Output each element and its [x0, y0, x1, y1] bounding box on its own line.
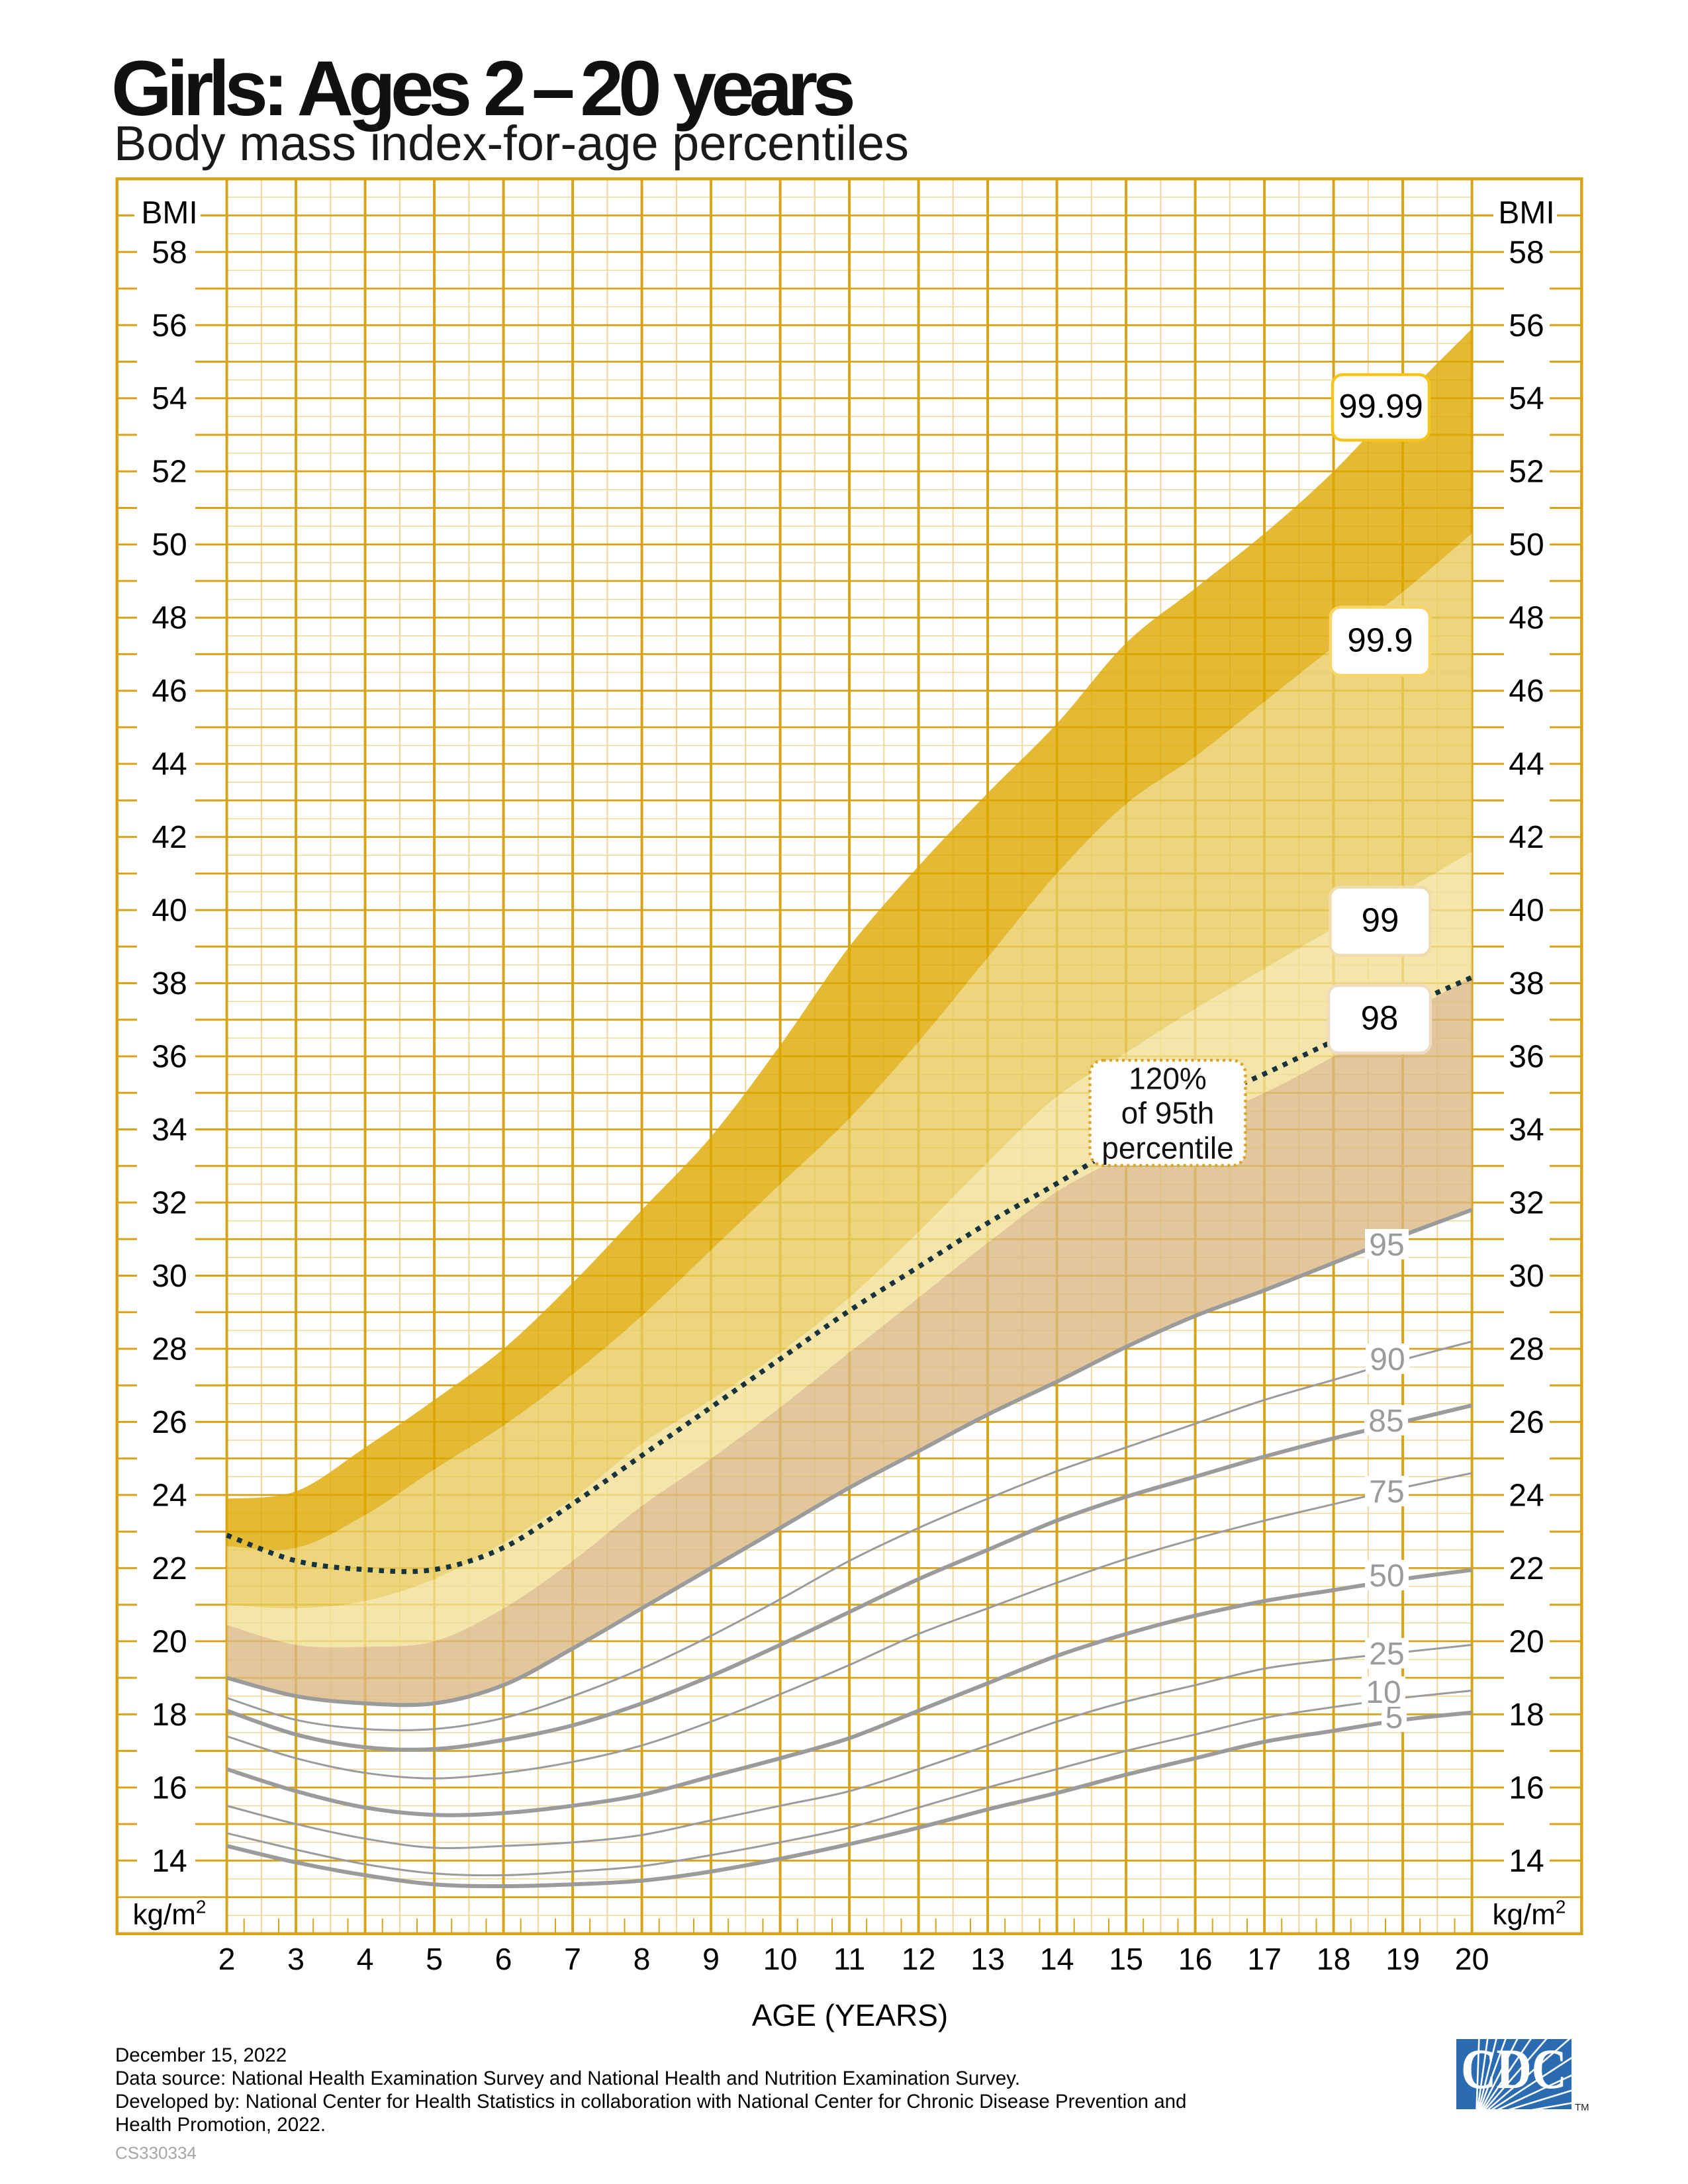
svg-text:12: 12 [902, 1942, 936, 1976]
svg-text:36: 36 [1509, 1040, 1544, 1075]
svg-text:19: 19 [1385, 1942, 1420, 1976]
svg-text:36: 36 [152, 1040, 187, 1075]
svg-text:13: 13 [970, 1942, 1005, 1976]
svg-text:16: 16 [152, 1770, 187, 1805]
svg-text:54: 54 [152, 381, 187, 416]
svg-text:28: 28 [1509, 1332, 1544, 1367]
svg-text:44: 44 [1509, 747, 1544, 782]
svg-text:18: 18 [1509, 1698, 1544, 1733]
svg-text:Data source: National Health E: Data source: National Health Examination… [115, 2068, 1020, 2089]
svg-text:34: 34 [1509, 1113, 1544, 1148]
svg-text:32: 32 [1509, 1186, 1544, 1221]
svg-text:99.99: 99.99 [1338, 387, 1423, 425]
svg-text:16: 16 [1178, 1942, 1213, 1976]
svg-text:11: 11 [833, 1942, 865, 1976]
svg-text:52: 52 [152, 455, 187, 490]
svg-text:10: 10 [763, 1942, 798, 1976]
svg-text:5: 5 [426, 1942, 443, 1976]
svg-text:46: 46 [152, 674, 187, 709]
svg-text:Girls: Ages 2 – 20 years: Girls: Ages 2 – 20 years [111, 45, 853, 132]
svg-text:CS330334: CS330334 [115, 2143, 197, 2163]
svg-text:3: 3 [287, 1942, 305, 1976]
svg-text:95: 95 [1369, 1228, 1404, 1263]
svg-text:Developed by: National Center: Developed by: National Center for Health… [115, 2091, 1186, 2113]
svg-text:14: 14 [152, 1844, 187, 1879]
svg-text:10: 10 [1366, 1675, 1401, 1710]
svg-text:56: 56 [1509, 308, 1544, 343]
svg-text:50: 50 [152, 527, 187, 563]
svg-text:6: 6 [495, 1942, 512, 1976]
svg-text:4: 4 [357, 1942, 374, 1976]
svg-text:46: 46 [1509, 674, 1544, 709]
svg-text:38: 38 [1509, 966, 1544, 1001]
svg-text:85: 85 [1368, 1404, 1403, 1439]
svg-text:98: 98 [1361, 999, 1399, 1036]
svg-text:40: 40 [152, 893, 187, 929]
svg-text:16: 16 [1509, 1770, 1544, 1805]
svg-text:14: 14 [1040, 1942, 1074, 1976]
svg-text:50: 50 [1369, 1559, 1404, 1594]
svg-text:99: 99 [1362, 901, 1399, 938]
svg-text:9: 9 [702, 1942, 720, 1976]
svg-text:26: 26 [1509, 1405, 1544, 1440]
svg-text:20: 20 [152, 1624, 187, 1659]
svg-text:54: 54 [1509, 381, 1544, 416]
svg-text:22: 22 [1509, 1551, 1544, 1586]
svg-text:14: 14 [1509, 1844, 1544, 1879]
svg-text:34: 34 [152, 1113, 187, 1148]
svg-text:32: 32 [152, 1186, 187, 1221]
svg-text:AGE (YEARS): AGE (YEARS) [752, 1998, 949, 2032]
svg-text:44: 44 [152, 747, 187, 782]
svg-text:24: 24 [1509, 1478, 1544, 1513]
svg-text:kg/m2: kg/m2 [1493, 1896, 1566, 1931]
svg-text:18: 18 [152, 1698, 187, 1733]
svg-text:38: 38 [152, 966, 187, 1001]
svg-text:56: 56 [152, 308, 187, 343]
svg-text:8: 8 [633, 1942, 651, 1976]
svg-text:CDC: CDC [1461, 2037, 1567, 2101]
svg-text:42: 42 [152, 820, 187, 855]
svg-text:48: 48 [1509, 601, 1544, 636]
svg-text:99.9: 99.9 [1347, 621, 1413, 659]
svg-text:28: 28 [152, 1332, 187, 1367]
svg-text:75: 75 [1369, 1475, 1404, 1510]
svg-text:90: 90 [1370, 1342, 1405, 1377]
svg-text:20: 20 [1455, 1942, 1489, 1976]
svg-text:December 15, 2022: December 15, 2022 [115, 2044, 287, 2066]
svg-text:24: 24 [152, 1478, 187, 1513]
svg-text:18: 18 [1317, 1942, 1351, 1976]
svg-text:58: 58 [1509, 235, 1544, 270]
svg-text:BMI: BMI [1498, 196, 1554, 231]
svg-text:26: 26 [152, 1405, 187, 1440]
svg-text:42: 42 [1509, 820, 1544, 855]
svg-text:58: 58 [152, 235, 187, 270]
svg-text:40: 40 [1509, 893, 1544, 929]
svg-text:2: 2 [218, 1942, 236, 1976]
svg-text:22: 22 [152, 1551, 187, 1586]
svg-text:52: 52 [1509, 455, 1544, 490]
svg-text:Health Promotion, 2022.: Health Promotion, 2022. [115, 2114, 326, 2136]
svg-text:TM: TM [1575, 2102, 1589, 2113]
svg-text:120%: 120% [1129, 1062, 1207, 1096]
svg-text:7: 7 [564, 1942, 581, 1976]
svg-text:of 95th: of 95th [1121, 1096, 1215, 1130]
svg-text:kg/m2: kg/m2 [133, 1896, 207, 1931]
svg-text:20: 20 [1509, 1624, 1544, 1659]
svg-text:15: 15 [1109, 1942, 1143, 1976]
svg-text:25: 25 [1369, 1637, 1404, 1672]
svg-text:50: 50 [1509, 527, 1544, 563]
svg-text:30: 30 [152, 1259, 187, 1294]
svg-text:48: 48 [152, 601, 187, 636]
svg-text:Body mass index-for-age percen: Body mass index-for-age percentiles [114, 116, 909, 171]
svg-text:BMI: BMI [141, 196, 197, 231]
svg-text:17: 17 [1247, 1942, 1282, 1976]
svg-text:percentile: percentile [1102, 1131, 1233, 1165]
svg-text:30: 30 [1509, 1259, 1544, 1294]
